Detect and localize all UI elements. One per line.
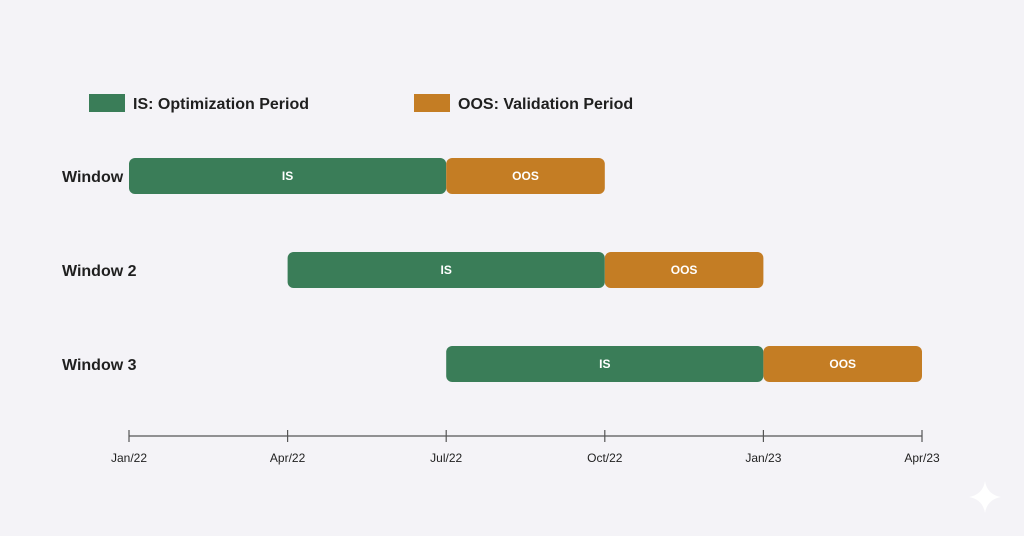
is-bar — [287, 252, 605, 288]
is-bar-label: IS — [441, 263, 452, 277]
windows: Window IS OOS Window 2 IS OOS Window 3 IS OOS — [62, 158, 922, 382]
legend-swatch — [414, 94, 450, 112]
window-row: Window IS OOS — [62, 158, 605, 194]
is-bar-label: IS — [599, 357, 610, 371]
is-bar — [446, 346, 764, 382]
x-tick-label: Jan/22 — [111, 451, 147, 465]
row-label: Window 2 — [62, 263, 137, 280]
x-axis: Jan/22 Apr/22 Jul/22 Oct/22 Jan/23 Apr/23 — [111, 430, 940, 465]
legend-swatch — [89, 94, 125, 112]
oos-bar — [763, 346, 922, 382]
legend-item-oos-validation-period: OOS: Validation Period — [414, 94, 633, 113]
oos-bar-label: OOS — [829, 357, 856, 371]
x-tick-label: Jan/23 — [745, 451, 781, 465]
oos-bar — [446, 158, 605, 194]
is-bar — [129, 158, 447, 194]
row-label: Window 3 — [62, 357, 137, 374]
oos-bar-label: OOS — [512, 169, 539, 183]
x-tick-label: Apr/23 — [904, 451, 940, 465]
is-bar-label: IS — [282, 169, 293, 183]
legend: IS: Optimization Period OOS: Validation P… — [89, 94, 633, 113]
oos-bar-label: OOS — [671, 263, 698, 277]
sparkle-icon — [969, 481, 1001, 513]
legend-label: OOS: Validation Period — [458, 96, 633, 113]
oos-bar — [604, 252, 764, 288]
legend-label: IS: Optimization Period — [133, 96, 309, 113]
window-row: Window 2 IS OOS — [62, 252, 764, 288]
x-tick-label: Apr/22 — [270, 451, 306, 465]
x-tick-label: Jul/22 — [430, 451, 462, 465]
row-label: Window — [62, 169, 124, 186]
x-tick-label: Oct/22 — [587, 451, 623, 465]
legend-item-is-optimization-period: IS: Optimization Period — [89, 94, 309, 113]
window-row: Window 3 IS OOS — [62, 346, 922, 382]
